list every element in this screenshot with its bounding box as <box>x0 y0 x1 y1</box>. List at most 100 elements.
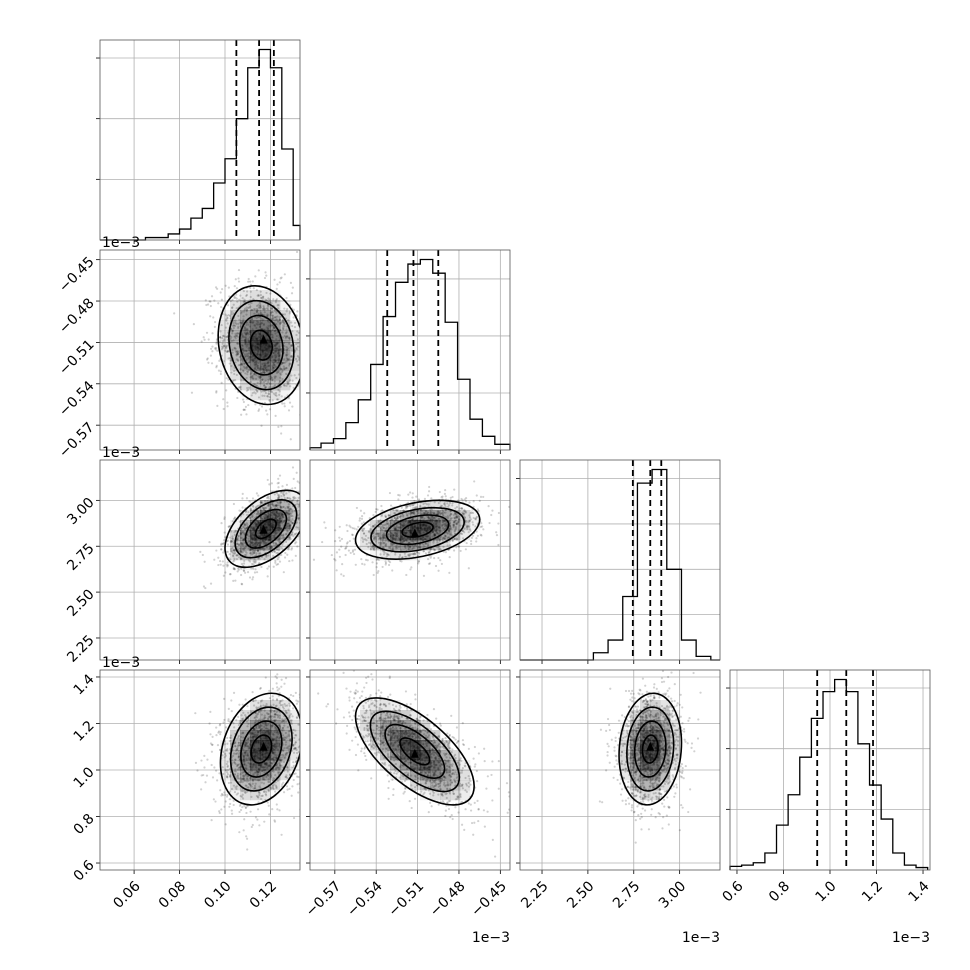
sample-point <box>478 499 481 502</box>
sample-point <box>280 512 284 515</box>
x-axis-multiplier: 1e−3 <box>892 930 930 946</box>
sample-point <box>269 764 273 767</box>
sample-point <box>473 480 476 483</box>
sample-point <box>251 280 254 283</box>
sample-point <box>226 564 230 567</box>
sample-point <box>271 390 274 394</box>
sample-point <box>369 542 372 545</box>
sample-point <box>257 770 261 774</box>
density-cell <box>270 350 281 361</box>
sample-point <box>277 495 280 498</box>
density-cell <box>270 330 281 341</box>
sample-point <box>231 329 234 332</box>
density-cell <box>240 350 251 361</box>
sample-point <box>285 525 288 529</box>
sample-point <box>295 348 298 351</box>
sample-point <box>249 376 252 379</box>
sample-point <box>234 361 237 364</box>
sample-point <box>296 345 300 348</box>
sample-point <box>252 505 255 508</box>
sample-point <box>384 544 387 547</box>
sample-point <box>238 535 241 538</box>
sample-point <box>461 537 465 540</box>
sample-point <box>256 808 260 811</box>
sample-point <box>382 553 386 556</box>
sample-point <box>265 299 268 302</box>
sample-point <box>269 301 272 304</box>
sample-point <box>231 298 234 302</box>
density-cell <box>280 340 291 351</box>
sample-point <box>236 768 240 771</box>
sample-point <box>302 528 304 530</box>
sample-point <box>457 545 461 548</box>
sample-point <box>254 542 257 545</box>
sample-point <box>305 338 307 340</box>
sample-point <box>271 364 274 367</box>
sample-point <box>273 327 276 330</box>
sample-point <box>444 534 447 538</box>
sample-point <box>393 527 397 531</box>
sample-point <box>377 570 380 573</box>
sample-point <box>254 275 257 278</box>
sample-point <box>278 500 281 503</box>
sample-point <box>255 288 258 292</box>
sample-point <box>294 357 298 361</box>
sample-point <box>280 518 283 521</box>
sample-point <box>236 536 240 539</box>
sample-point <box>448 571 451 574</box>
sample-point <box>240 582 243 586</box>
sample-point <box>297 503 300 506</box>
sample-point <box>283 273 286 276</box>
sample-point <box>439 547 442 551</box>
sample-point <box>387 514 390 517</box>
sample-point <box>224 318 228 321</box>
sample-point <box>221 542 225 546</box>
sample-point <box>460 497 463 501</box>
sample-point <box>298 356 300 359</box>
sample-point <box>239 532 242 535</box>
sample-point <box>253 551 256 554</box>
sample-point <box>231 537 234 540</box>
panel-frame <box>309 459 511 661</box>
sample-point <box>468 519 471 522</box>
sample-point <box>280 373 283 376</box>
sample-point <box>271 366 275 369</box>
density-cell <box>270 490 281 501</box>
sample-point <box>438 512 441 515</box>
sample-point <box>447 505 450 508</box>
sample-point <box>244 510 247 513</box>
sample-point <box>376 571 379 574</box>
sample-point <box>239 294 242 297</box>
sample-point <box>482 528 485 531</box>
sample-point <box>257 557 260 560</box>
sample-point <box>200 759 203 762</box>
sample-point <box>265 724 268 727</box>
sample-point <box>295 716 299 720</box>
sample-point <box>225 346 228 349</box>
sample-point <box>232 567 235 571</box>
sample-point <box>281 543 284 546</box>
sample-point <box>262 704 265 707</box>
sample-point <box>398 553 402 557</box>
sample-point <box>456 515 459 518</box>
sample-point <box>263 401 266 404</box>
sample-point <box>243 779 246 782</box>
sample-point <box>232 799 235 802</box>
sample-point <box>450 533 453 536</box>
sample-point <box>301 379 303 381</box>
sample-point <box>276 371 279 374</box>
sample-point <box>258 540 261 543</box>
sample-point <box>388 561 392 564</box>
sample-point <box>243 353 246 356</box>
sample-point <box>266 304 270 307</box>
sample-point <box>268 395 271 399</box>
sample-point <box>433 557 436 560</box>
sample-point <box>270 307 274 311</box>
sample-point <box>233 568 236 571</box>
sample-point <box>426 511 430 515</box>
sample-point <box>231 351 234 354</box>
sample-point <box>227 350 230 353</box>
sample-point <box>412 511 416 514</box>
density-cell <box>260 340 271 351</box>
sample-point <box>444 516 448 519</box>
